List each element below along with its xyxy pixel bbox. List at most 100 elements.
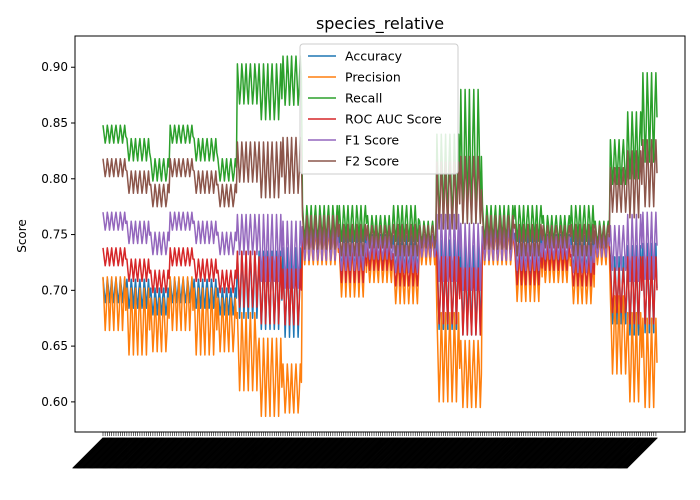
x-tick-label-glyphs <box>411 437 443 469</box>
x-tick-label-glyphs <box>139 437 171 469</box>
x-tick-label-glyphs <box>435 437 467 469</box>
x-tick-label-glyphs <box>488 437 520 469</box>
x-tick-label-glyphs <box>458 437 490 469</box>
x-tick-label-glyphs <box>180 437 212 469</box>
x-tick-label-glyphs <box>218 437 250 469</box>
x-tick-label-glyphs <box>342 437 374 469</box>
x-tick-label-glyphs <box>177 437 209 469</box>
x-tick-label-glyphs <box>159 437 191 469</box>
x-tick-label-glyphs <box>238 437 270 469</box>
x-tick-label-glyphs <box>465 437 498 469</box>
x-tick-label-glyphs <box>335 437 367 469</box>
x-tick-label-glyphs <box>510 437 542 469</box>
x-tick-label-glyphs <box>461 437 493 469</box>
x-tick-label-glyphs <box>546 437 578 469</box>
x-tick-label-glyphs <box>355 437 387 469</box>
legend-box <box>299 43 459 175</box>
x-tick-label-glyphs <box>482 437 514 469</box>
x-tick-label-glyphs <box>503 437 536 469</box>
x-tick-label-glyphs <box>110 437 142 469</box>
x-tick-label-glyphs <box>120 437 152 469</box>
x-tick-label-glyphs <box>606 437 639 469</box>
x-tick-label-glyphs <box>119 437 151 469</box>
x-tick-label-glyphs <box>384 437 416 469</box>
x-tick-label-glyphs <box>216 437 248 469</box>
x-tick-label-glyphs <box>389 437 421 469</box>
x-tick-label-glyphs <box>116 437 149 469</box>
x-tick-label-glyphs <box>553 437 585 469</box>
x-tick-label-glyphs <box>497 437 529 469</box>
x-tick-label-glyphs <box>498 437 530 469</box>
x-tick-label-glyphs <box>580 437 613 469</box>
x-tick-label-glyphs <box>256 437 288 469</box>
x-tick-label-glyphs <box>471 437 503 469</box>
x-tick-label-glyphs <box>417 437 449 469</box>
x-tick-label-glyphs <box>516 437 549 469</box>
x-tick-label-glyphs <box>186 437 218 469</box>
x-tick-label-glyphs <box>353 437 385 469</box>
x-tick-label-glyphs <box>520 437 552 469</box>
x-tick-label-glyphs <box>555 437 588 469</box>
x-tick-label-glyphs <box>317 437 349 469</box>
x-tick-label-glyphs <box>142 437 175 469</box>
x-tick-label-glyphs <box>268 437 300 469</box>
x-tick-label-glyphs <box>235 437 267 469</box>
x-tick-label-glyphs <box>325 437 357 469</box>
x-tick-label-glyphs <box>368 437 400 469</box>
x-tick-label-glyphs <box>398 437 430 469</box>
x-tick-label-glyphs <box>456 437 488 469</box>
x-tick-label-glyphs <box>322 437 354 469</box>
x-tick-label-glyphs <box>400 437 433 469</box>
x-tick-label-glyphs <box>356 437 388 469</box>
x-tick-label-glyphs <box>114 437 146 469</box>
x-tick-label-glyphs <box>251 437 283 469</box>
x-tick-label-glyphs <box>255 437 287 469</box>
legend-label-accuracy: Accuracy <box>345 49 403 64</box>
x-tick-label-glyphs <box>494 437 526 469</box>
x-tick-label-glyphs <box>593 437 626 469</box>
x-tick-label-glyphs <box>588 437 620 469</box>
x-tick-label-glyphs <box>229 437 261 469</box>
x-tick-label-glyphs <box>151 437 183 469</box>
x-tick-label-glyphs <box>523 437 555 469</box>
x-tick-label-glyphs <box>291 437 323 469</box>
legend-label-roc-auc: ROC AUC Score <box>345 112 442 127</box>
x-tick-label-glyphs <box>434 437 466 469</box>
x-tick-label-glyphs <box>455 437 487 469</box>
x-tick-label-glyphs <box>568 437 601 469</box>
x-tick-label-glyphs <box>243 437 275 469</box>
x-tick-label-glyphs <box>419 437 451 469</box>
x-tick-label-glyphs <box>383 437 415 469</box>
x-tick-label-glyphs <box>141 437 173 469</box>
x-tick-label-glyphs <box>194 437 227 469</box>
x-tick-label-glyphs <box>525 437 557 469</box>
x-tick-label-glyphs <box>190 437 222 469</box>
x-tick-label-glyphs <box>282 437 314 469</box>
y-tick-label: 0.90 <box>41 60 68 74</box>
x-tick-label-glyphs <box>213 437 245 469</box>
x-tick-label-glyphs <box>545 437 577 469</box>
x-tick-label-glyphs <box>549 437 581 469</box>
x-tick-label-glyphs <box>95 437 127 469</box>
x-tick-label-glyphs <box>349 437 382 469</box>
x-tick-label-glyphs <box>531 437 563 469</box>
x-tick-label-glyphs <box>479 437 511 469</box>
x-tick-label-glyphs <box>164 437 196 469</box>
x-tick-label-glyphs <box>378 437 410 469</box>
series-line-f2 <box>102 136 658 257</box>
x-tick-label-glyphs <box>573 437 605 469</box>
x-tick-label-glyphs <box>306 437 338 469</box>
x-tick-label-glyphs <box>578 437 610 469</box>
x-tick-label-glyphs <box>484 437 516 469</box>
x-tick-label-glyphs <box>444 437 476 469</box>
x-tick-label-glyphs <box>447 437 479 469</box>
series-layer <box>102 55 658 418</box>
legend-label-precision: Precision <box>345 70 401 85</box>
x-tick-label-glyphs <box>625 437 657 469</box>
x-tick-label-glyphs <box>111 437 143 469</box>
x-tick-label-glyphs <box>474 437 506 469</box>
legend-label-f2: F2 Score <box>345 154 399 169</box>
x-tick-label-glyphs <box>160 437 192 469</box>
x-tick-label-glyphs <box>157 437 189 469</box>
x-tick-label-glyphs <box>464 437 497 469</box>
